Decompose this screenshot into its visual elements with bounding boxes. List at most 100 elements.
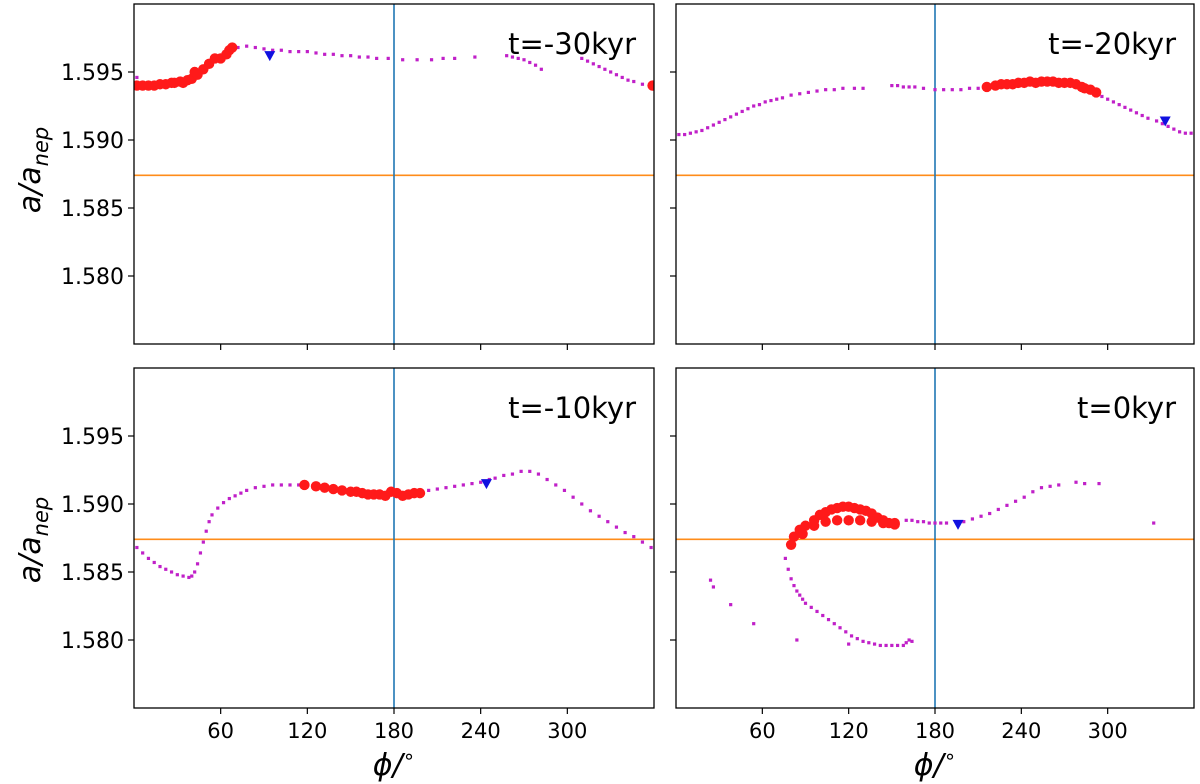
sample-point bbox=[890, 84, 894, 88]
sample-point bbox=[473, 55, 477, 59]
sample-point bbox=[493, 476, 497, 480]
y-tick-label: 1.580 bbox=[61, 265, 124, 290]
x-tick-label: 180 bbox=[374, 719, 414, 743]
sample-point bbox=[207, 520, 211, 524]
sample-point bbox=[1140, 113, 1144, 118]
highlight-point bbox=[647, 80, 654, 91]
sample-point bbox=[1152, 521, 1156, 525]
y-label-sub: nep bbox=[29, 497, 53, 537]
sample-point bbox=[921, 520, 926, 524]
sample-point bbox=[510, 472, 515, 476]
sample-point bbox=[623, 530, 627, 535]
y-tick-label: 1.585 bbox=[61, 197, 124, 222]
y-tick-label: 1.585 bbox=[61, 561, 124, 586]
x-tick-label: 300 bbox=[1088, 719, 1128, 743]
sample-point bbox=[855, 637, 859, 641]
sample-point bbox=[533, 63, 538, 67]
sample-point bbox=[746, 107, 750, 111]
sample-point bbox=[933, 88, 937, 92]
sample-point bbox=[152, 560, 156, 565]
sample-point bbox=[942, 88, 946, 92]
sample-point bbox=[262, 47, 266, 51]
panel-time-label: t=0kyr bbox=[1077, 391, 1176, 425]
panel-1: 1.580 1.585 1.590 1.595 t=-30kyr bbox=[61, 3, 655, 350]
sample-point bbox=[694, 130, 698, 134]
sample-point bbox=[944, 521, 949, 525]
sample-point bbox=[193, 570, 197, 574]
sample-point bbox=[279, 48, 283, 52]
sample-point bbox=[959, 88, 963, 92]
sample-point bbox=[528, 60, 532, 65]
sample-point bbox=[921, 86, 926, 90]
sample-point bbox=[510, 55, 515, 59]
sample-point bbox=[135, 545, 139, 550]
sample-point bbox=[933, 521, 937, 525]
sample-point bbox=[580, 502, 584, 506]
triangle-marker bbox=[1159, 116, 1171, 127]
sample-point bbox=[847, 642, 851, 646]
sample-point bbox=[236, 45, 240, 50]
x-tick-label: 240 bbox=[1001, 719, 1041, 743]
panel-4: 60 120 180 240 300 t=0kyr bbox=[670, 367, 1195, 743]
sample-point bbox=[1178, 130, 1182, 134]
sample-point bbox=[305, 50, 309, 54]
sample-point bbox=[798, 92, 802, 96]
sample-point bbox=[401, 58, 405, 62]
sample-point bbox=[640, 82, 645, 86]
sample-point bbox=[740, 109, 744, 114]
sample-point bbox=[444, 486, 448, 490]
plot-area bbox=[676, 4, 1194, 344]
sample-point bbox=[429, 58, 434, 62]
sample-point bbox=[700, 128, 704, 133]
sample-point bbox=[522, 58, 526, 62]
sample-point bbox=[253, 45, 257, 50]
x-tick-label: 240 bbox=[461, 719, 501, 743]
sample-point bbox=[824, 88, 828, 92]
sample-point bbox=[967, 86, 972, 90]
sample-point bbox=[1129, 108, 1133, 112]
sample-point bbox=[1146, 116, 1150, 120]
sample-point bbox=[536, 472, 541, 476]
plot-area bbox=[134, 4, 654, 344]
sample-point bbox=[677, 132, 681, 137]
sample-point bbox=[245, 44, 249, 48]
y-axis-label-top: a/anep bbox=[13, 127, 53, 213]
sample-point bbox=[614, 525, 619, 529]
sample-point bbox=[190, 574, 194, 578]
sample-point bbox=[516, 56, 520, 60]
sample-point bbox=[783, 556, 787, 560]
sample-point bbox=[239, 491, 243, 495]
sample-point bbox=[620, 75, 624, 80]
sample-point bbox=[435, 487, 439, 491]
sample-point bbox=[349, 54, 353, 58]
sample-point bbox=[366, 55, 370, 59]
sample-point bbox=[479, 480, 483, 484]
y-tick-label: 1.590 bbox=[61, 493, 124, 518]
highlight-point bbox=[889, 517, 900, 529]
sample-point bbox=[1111, 100, 1116, 104]
sample-point bbox=[323, 52, 327, 56]
highlight-point bbox=[1090, 87, 1102, 98]
sample-point bbox=[271, 48, 275, 52]
sample-point bbox=[204, 529, 208, 533]
sample-point bbox=[195, 562, 200, 566]
sample-point bbox=[901, 85, 905, 89]
sample-point bbox=[838, 626, 842, 630]
sample-point bbox=[505, 54, 509, 58]
x-label-main: ϕ/ bbox=[373, 748, 406, 783]
y-label-sub: nep bbox=[29, 127, 53, 167]
highlight-point bbox=[788, 531, 800, 542]
sample-point bbox=[878, 643, 882, 648]
x-tick-label: 120 bbox=[829, 719, 869, 743]
x-tick-label: 300 bbox=[547, 719, 587, 743]
sample-point bbox=[519, 469, 523, 473]
sample-point bbox=[279, 483, 283, 487]
sample-point bbox=[789, 93, 793, 97]
sample-point bbox=[198, 551, 203, 555]
sample-point bbox=[789, 577, 793, 581]
sample-point bbox=[1123, 105, 1127, 109]
sample-point bbox=[688, 131, 692, 135]
sample-point bbox=[706, 126, 710, 130]
sample-point bbox=[798, 593, 802, 597]
sample-point bbox=[913, 85, 917, 89]
